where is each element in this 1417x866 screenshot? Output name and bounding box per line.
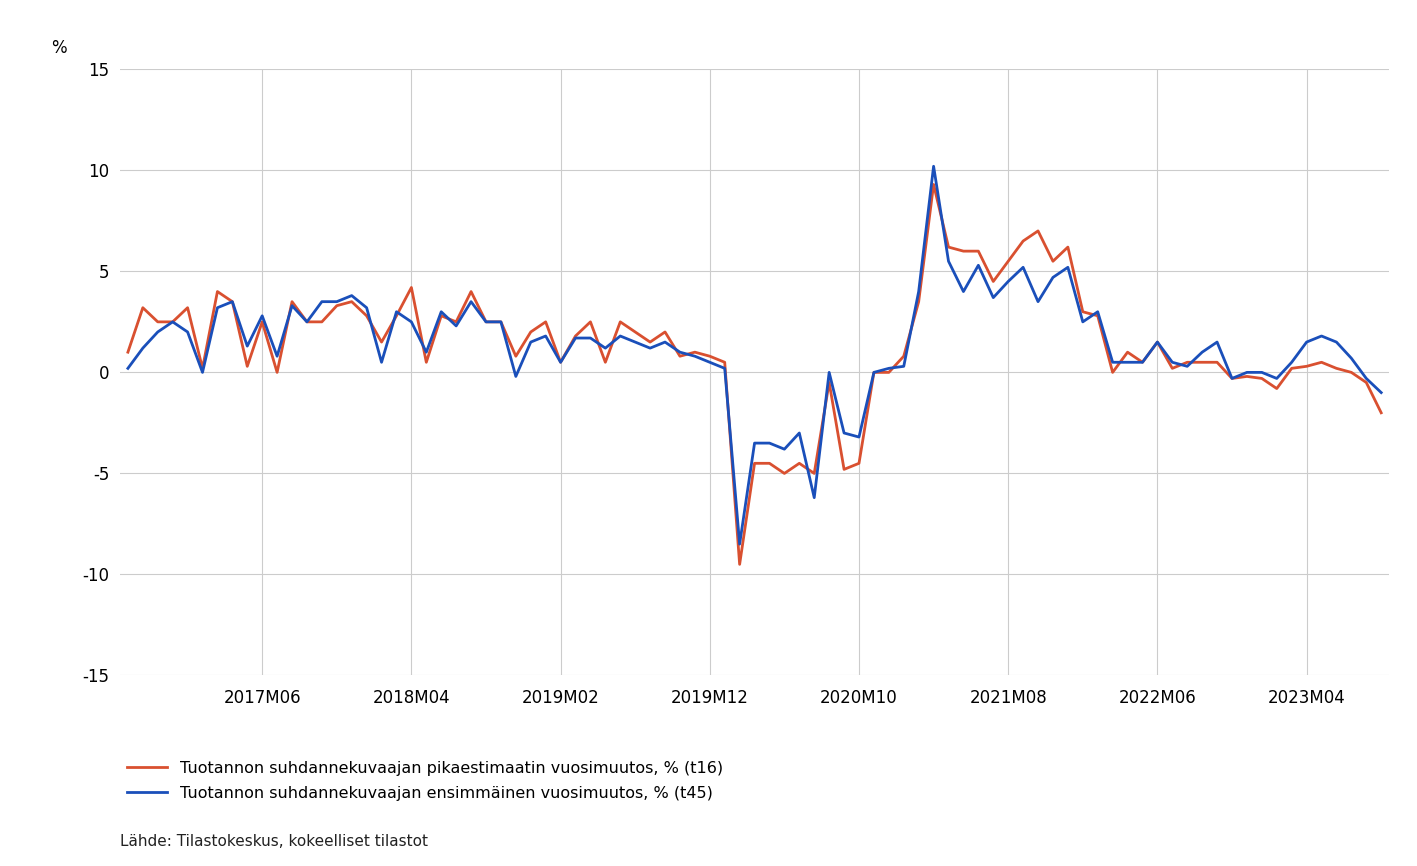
- Text: %: %: [51, 39, 67, 57]
- Tuotannon suhdannekuvaajan ensimmäinen vuosimuutos, % (t45): [1328, 337, 1345, 347]
- Tuotannon suhdannekuvaajan pikaestimaatin vuosimuutos, % (t16): [925, 179, 942, 190]
- Line: Tuotannon suhdannekuvaajan pikaestimaatin vuosimuutos, % (t16): Tuotannon suhdannekuvaajan pikaestimaati…: [128, 184, 1382, 565]
- Tuotannon suhdannekuvaajan ensimmäinen vuosimuutos, % (t45): [507, 372, 524, 382]
- Tuotannon suhdannekuvaajan ensimmäinen vuosimuutos, % (t45): [329, 296, 346, 307]
- Tuotannon suhdannekuvaajan ensimmäinen vuosimuutos, % (t45): [925, 161, 942, 171]
- Legend: Tuotannon suhdannekuvaajan pikaestimaatin vuosimuutos, % (t16), Tuotannon suhdan: Tuotannon suhdannekuvaajan pikaestimaati…: [120, 754, 730, 808]
- Tuotannon suhdannekuvaajan pikaestimaatin vuosimuutos, % (t16): [507, 351, 524, 361]
- Line: Tuotannon suhdannekuvaajan ensimmäinen vuosimuutos, % (t45): Tuotannon suhdannekuvaajan ensimmäinen v…: [128, 166, 1382, 544]
- Tuotannon suhdannekuvaajan pikaestimaatin vuosimuutos, % (t16): [1328, 363, 1345, 373]
- Tuotannon suhdannekuvaajan ensimmäinen vuosimuutos, % (t45): [1373, 387, 1390, 397]
- Tuotannon suhdannekuvaajan pikaestimaatin vuosimuutos, % (t16): [761, 458, 778, 469]
- Tuotannon suhdannekuvaajan pikaestimaatin vuosimuutos, % (t16): [1373, 408, 1390, 418]
- Tuotannon suhdannekuvaajan pikaestimaatin vuosimuutos, % (t16): [119, 347, 136, 358]
- Tuotannon suhdannekuvaajan pikaestimaatin vuosimuutos, % (t16): [329, 301, 346, 311]
- Tuotannon suhdannekuvaajan ensimmäinen vuosimuutos, % (t45): [553, 357, 570, 367]
- Tuotannon suhdannekuvaajan ensimmäinen vuosimuutos, % (t45): [119, 363, 136, 373]
- Tuotannon suhdannekuvaajan ensimmäinen vuosimuutos, % (t45): [731, 539, 748, 549]
- Tuotannon suhdannekuvaajan pikaestimaatin vuosimuutos, % (t16): [731, 559, 748, 570]
- Tuotannon suhdannekuvaajan pikaestimaatin vuosimuutos, % (t16): [493, 317, 510, 327]
- Tuotannon suhdannekuvaajan ensimmäinen vuosimuutos, % (t45): [493, 317, 510, 327]
- Tuotannon suhdannekuvaajan pikaestimaatin vuosimuutos, % (t16): [553, 357, 570, 367]
- Tuotannon suhdannekuvaajan ensimmäinen vuosimuutos, % (t45): [761, 438, 778, 449]
- Text: Lähde: Tilastokeskus, kokeelliset tilastot: Lähde: Tilastokeskus, kokeelliset tilast…: [120, 834, 428, 849]
